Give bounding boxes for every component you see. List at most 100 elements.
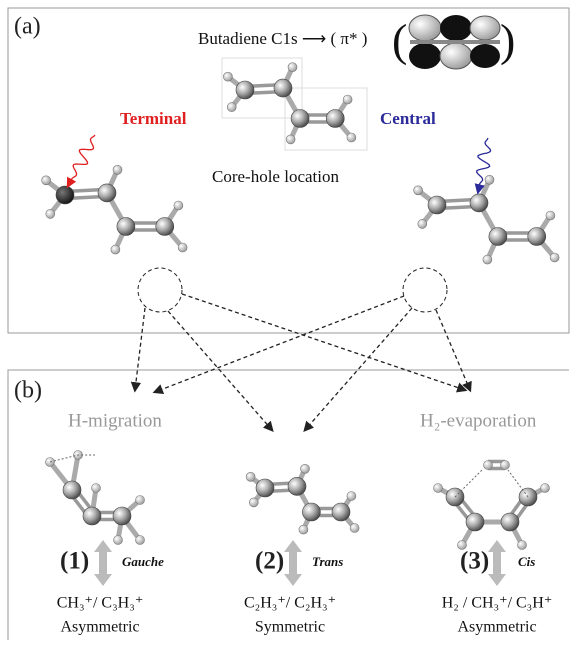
- carbon: [465, 512, 485, 532]
- hydrogen: [249, 497, 259, 508]
- hydrogen: [41, 175, 51, 186]
- hydrogen: [413, 185, 423, 196]
- panel-b-frame: [7, 369, 569, 640]
- hydrogen: [549, 252, 560, 263]
- carbon: [331, 502, 351, 522]
- carbon: [500, 512, 520, 532]
- carbon: [302, 502, 321, 522]
- carbon: [97, 183, 117, 203]
- dashed-link: [454, 469, 529, 498]
- hydrogen: [110, 244, 121, 255]
- dashed-circle: [402, 267, 448, 313]
- hydrogen: [482, 254, 493, 265]
- fragments: CH₃⁺/ C₃H₃⁺: [57, 595, 144, 612]
- paren: (: [392, 15, 407, 66]
- photon: [66, 134, 96, 189]
- symmetry: Symmetric: [255, 619, 325, 636]
- hydrogen: [483, 460, 493, 470]
- hydrogen: [287, 62, 298, 72]
- labels: (a) Butadiene C1s ⟶ ( π* ) Terminal Cent…: [14, 14, 552, 636]
- hydrogen: [433, 483, 443, 493]
- heading: H-migration: [68, 410, 162, 431]
- carbon: [255, 478, 275, 498]
- paren: ): [500, 15, 515, 66]
- dashed-circle: [137, 267, 183, 313]
- conformer: Trans: [312, 554, 343, 569]
- arrows: [130, 293, 472, 432]
- hydrogen: [245, 471, 256, 482]
- hydrogen: [135, 495, 145, 505]
- arrow: [181, 293, 468, 393]
- symmetry: Asymmetric: [60, 619, 139, 636]
- carbon: [55, 185, 75, 205]
- hydrogen: [113, 535, 123, 545]
- carbon: [287, 477, 307, 496]
- hydrogen: [112, 165, 123, 175]
- arrow: [130, 307, 146, 393]
- carbon: [62, 480, 82, 500]
- hydrogen: [45, 209, 56, 219]
- carbon: [427, 195, 447, 215]
- symmetry: Asymmetric: [457, 619, 536, 636]
- arrow: [303, 307, 413, 432]
- channel-number: (3): [460, 548, 489, 575]
- carbon: [325, 109, 345, 128]
- arrow: [152, 295, 405, 395]
- hydrogen: [349, 523, 360, 533]
- panel-label: (b): [14, 378, 42, 404]
- fragments: H₂ / CH₃⁺/ C₃H⁺: [442, 595, 553, 612]
- hydrogen: [417, 219, 428, 229]
- carbon: [116, 217, 136, 236]
- carbon: [235, 80, 255, 100]
- hydrogen: [173, 200, 184, 211]
- hydrogen: [517, 540, 527, 550]
- conformer: Cis: [518, 554, 535, 569]
- hydrogen: [298, 524, 309, 535]
- hydrogen: [545, 210, 556, 221]
- carbon: [112, 506, 132, 526]
- channel-number: (2): [255, 548, 284, 575]
- carbon: [273, 78, 293, 98]
- carbon: [527, 227, 547, 246]
- hydrogen: [177, 242, 188, 253]
- layout: ( ): [7, 7, 570, 640]
- orbital: [408, 14, 501, 70]
- title: Butadiene C1s ⟶ ( π* ): [198, 29, 367, 48]
- central-label: Central: [380, 109, 436, 128]
- hydrogen: [500, 460, 510, 470]
- hydrogen: [300, 463, 310, 474]
- carbon: [488, 227, 508, 246]
- carbon: [290, 109, 310, 128]
- carbon: [469, 193, 489, 213]
- hydrogen: [346, 132, 357, 143]
- photon: [474, 137, 492, 195]
- hydrogen: [91, 483, 101, 493]
- hydrogen: [226, 102, 237, 112]
- hydrogen: [342, 94, 353, 105]
- terminal-label: Terminal: [120, 109, 187, 128]
- caption: Core-hole location: [212, 167, 339, 186]
- hydrogen: [223, 71, 233, 82]
- heading: H₂-evaporation: [420, 410, 537, 431]
- molecules: [41, 62, 560, 550]
- dashed-link: [49, 454, 95, 463]
- hydrogen: [484, 175, 495, 185]
- channel-number: (1): [60, 548, 89, 575]
- hydrogen: [285, 134, 296, 145]
- highlight-box: [284, 87, 368, 151]
- panel-a-frame: [7, 7, 570, 334]
- hydrogen: [346, 491, 357, 501]
- carbon: [155, 217, 175, 236]
- fragments: C₂H₃⁺/ C₂H₃⁺: [244, 595, 336, 612]
- arrow: [167, 310, 274, 432]
- arrow: [435, 309, 472, 393]
- hydrogen: [457, 540, 467, 550]
- hydrogen: [540, 483, 550, 493]
- conformer: Gauche: [122, 554, 164, 569]
- panel-label: (a): [14, 14, 41, 40]
- hydrogen: [135, 535, 145, 545]
- double-arrows: [94, 540, 506, 586]
- carbon: [82, 506, 102, 526]
